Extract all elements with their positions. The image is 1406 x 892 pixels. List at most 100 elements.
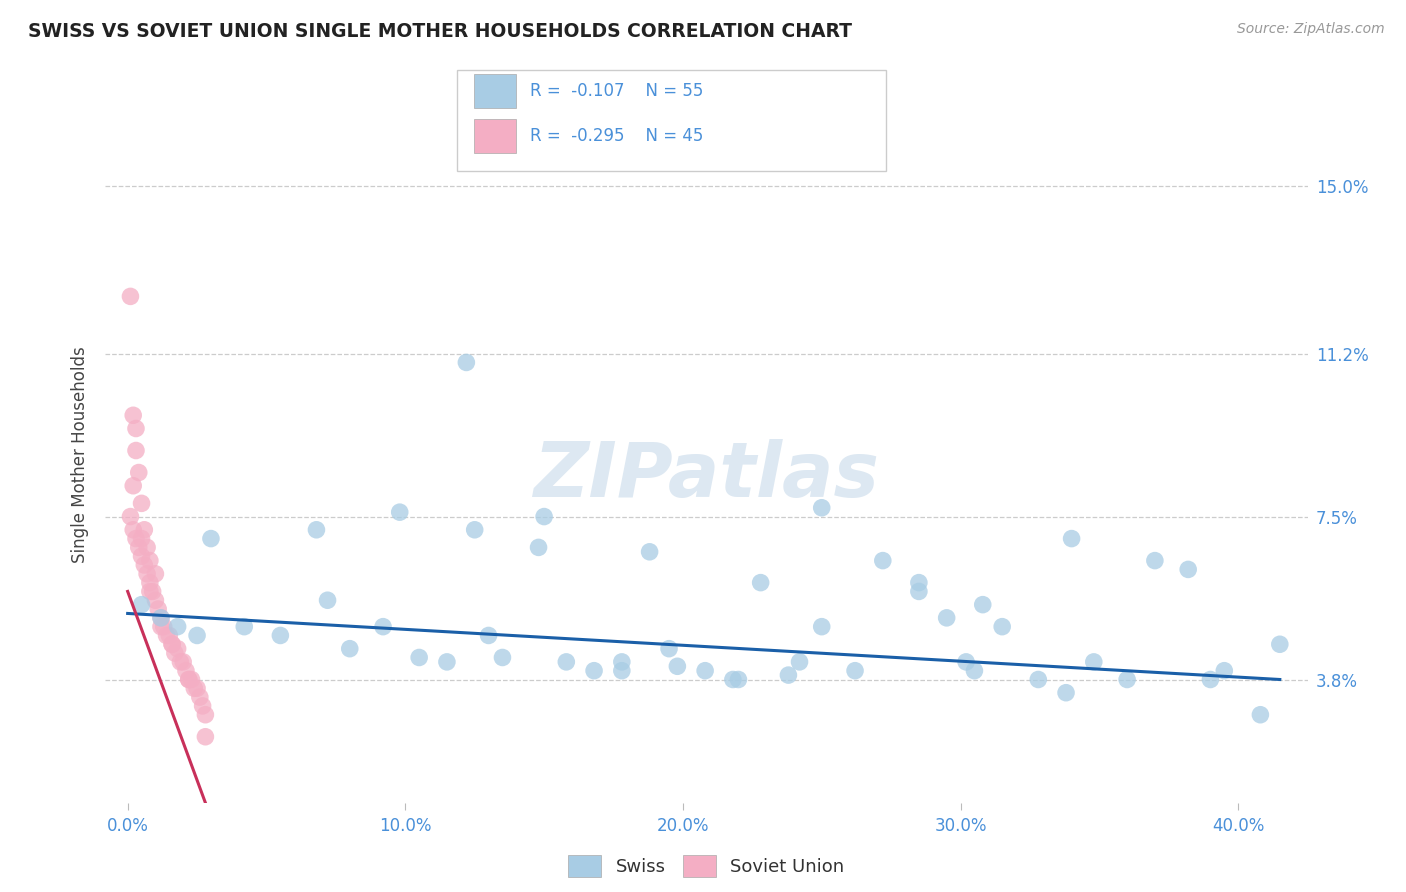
Point <box>166 620 188 634</box>
Point <box>188 690 211 705</box>
Point <box>1143 553 1166 567</box>
Text: ZIPatlas: ZIPatlas <box>533 439 880 513</box>
Point <box>149 620 172 634</box>
Point <box>183 681 205 696</box>
Text: Source: ZipAtlas.com: Source: ZipAtlas.com <box>1237 22 1385 37</box>
Point <box>1199 673 1222 687</box>
Point <box>908 575 931 590</box>
Point <box>778 668 800 682</box>
Point <box>125 443 148 458</box>
Text: R =  -0.295    N = 45: R = -0.295 N = 45 <box>530 127 703 145</box>
Point <box>136 541 159 555</box>
Point <box>1213 664 1236 678</box>
Point <box>1026 673 1049 687</box>
Point <box>477 628 499 642</box>
Point <box>177 673 200 687</box>
Text: SWISS VS SOVIET UNION SINGLE MOTHER HOUSEHOLDS CORRELATION CHART: SWISS VS SOVIET UNION SINGLE MOTHER HOUS… <box>28 22 852 41</box>
Point <box>122 409 145 423</box>
Point <box>269 628 291 642</box>
Point <box>169 655 191 669</box>
Point <box>972 598 994 612</box>
Point <box>844 664 866 678</box>
Point <box>491 650 513 665</box>
Point <box>991 620 1014 634</box>
Point <box>339 641 361 656</box>
Point <box>1249 707 1271 722</box>
Point <box>908 584 931 599</box>
Point <box>180 673 202 687</box>
Point <box>142 584 165 599</box>
Point <box>955 655 977 669</box>
Point <box>610 655 633 669</box>
Point <box>128 466 150 480</box>
Point <box>160 637 183 651</box>
Point <box>872 553 894 567</box>
Point <box>1116 673 1139 687</box>
Legend: Swiss, Soviet Union: Swiss, Soviet Union <box>561 847 852 884</box>
Point <box>148 602 170 616</box>
Point <box>136 566 159 581</box>
Point <box>638 545 661 559</box>
Point <box>1177 562 1199 576</box>
Point <box>134 523 156 537</box>
Point <box>583 664 606 678</box>
Point <box>610 664 633 678</box>
Y-axis label: Single Mother Households: Single Mother Households <box>72 347 90 563</box>
Point <box>555 655 578 669</box>
Point <box>194 730 217 744</box>
Point <box>1268 637 1291 651</box>
Point <box>1054 686 1077 700</box>
Point <box>695 664 717 678</box>
Point <box>149 611 172 625</box>
Point <box>134 558 156 572</box>
Point <box>436 655 458 669</box>
Point <box>371 620 394 634</box>
Point <box>388 505 411 519</box>
Point <box>131 496 153 510</box>
Point <box>810 620 832 634</box>
Point <box>139 584 162 599</box>
Point <box>120 509 142 524</box>
Point <box>194 707 217 722</box>
Point <box>727 673 749 687</box>
Point <box>131 549 153 564</box>
Point <box>163 646 186 660</box>
Point <box>131 598 153 612</box>
Point <box>177 673 200 687</box>
Point <box>316 593 339 607</box>
Point <box>139 575 162 590</box>
Point <box>533 509 555 524</box>
Point <box>527 541 550 555</box>
Point <box>408 650 430 665</box>
Point <box>233 620 256 634</box>
Point <box>145 566 167 581</box>
Point <box>139 553 162 567</box>
Point <box>1060 532 1083 546</box>
Point <box>166 641 188 656</box>
Point <box>963 664 986 678</box>
Point <box>125 532 148 546</box>
Point <box>464 523 486 537</box>
Point <box>749 575 772 590</box>
Point <box>456 355 478 369</box>
Point <box>935 611 957 625</box>
Point <box>186 681 208 696</box>
Point <box>666 659 689 673</box>
Point <box>305 523 328 537</box>
Point <box>200 532 222 546</box>
Point <box>122 523 145 537</box>
Point <box>120 289 142 303</box>
Point <box>186 628 208 642</box>
Point <box>131 532 153 546</box>
Point <box>125 421 148 435</box>
Point <box>191 698 214 713</box>
Point <box>789 655 811 669</box>
Point <box>145 593 167 607</box>
Text: R =  -0.107    N = 55: R = -0.107 N = 55 <box>530 82 703 100</box>
Point <box>174 664 197 678</box>
Point <box>721 673 744 687</box>
Point <box>172 655 194 669</box>
Point <box>149 611 172 625</box>
Point <box>128 541 150 555</box>
Point <box>157 628 180 642</box>
